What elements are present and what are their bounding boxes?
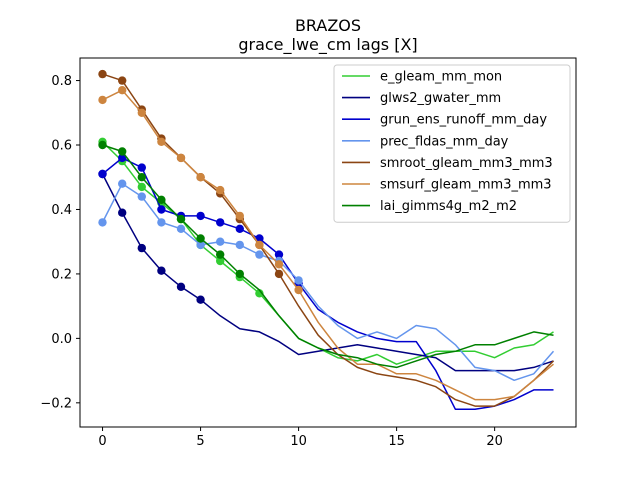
y-tick-label: 0.4 (51, 203, 72, 218)
data-point (274, 269, 284, 279)
data-point (137, 163, 146, 172)
data-point (274, 260, 284, 269)
legend-item: prec_fldas_mm_day (342, 134, 509, 149)
data-point (176, 282, 186, 291)
x-tick-label: 5 (196, 434, 204, 449)
data-point (98, 95, 107, 105)
legend-label: smsurf_gleam_mm3_mm3 (380, 178, 552, 193)
series-lai_gimms4g_m2_m2 (98, 140, 554, 369)
data-point (235, 211, 244, 221)
legend-item: smsurf_gleam_mm3_mm3 (342, 178, 552, 193)
data-point (137, 182, 146, 192)
chart-subtitle: grace_lwe_cm lags [X] (238, 35, 417, 55)
data-point (157, 195, 166, 204)
data-point (255, 250, 264, 259)
legend-label: smroot_gleam_mm3_mm3 (380, 156, 553, 171)
data-point (196, 295, 205, 304)
y-tick-label: 0.0 (51, 332, 72, 347)
legend-item: lai_gimms4g_m2_m2 (342, 199, 517, 214)
data-point (255, 240, 264, 250)
data-point (137, 173, 146, 182)
legend-item: e_gleam_mm_mon (342, 70, 502, 85)
data-point (98, 140, 107, 150)
data-point (157, 137, 166, 146)
legend-label: prec_fldas_mm_day (380, 134, 509, 149)
data-point (216, 256, 225, 266)
data-point (98, 169, 107, 179)
series-layer (98, 69, 555, 411)
series-line (101, 173, 554, 372)
data-point (235, 224, 244, 233)
legend-item: glws2_gwater_mm (342, 91, 501, 106)
y-tick-label: 0.2 (51, 267, 72, 282)
data-point (157, 266, 166, 275)
data-point (118, 153, 127, 163)
data-point (196, 211, 205, 221)
x-axis: 0 5 10 15 20 (98, 427, 503, 449)
data-point (118, 208, 127, 217)
y-tick-label: 0.8 (51, 74, 72, 89)
legend-label: glws2_gwater_mm (380, 91, 501, 106)
data-point (196, 240, 205, 250)
data-point (137, 192, 146, 201)
data-point (137, 243, 146, 253)
data-point (176, 153, 186, 163)
data-point (118, 147, 127, 156)
data-point (216, 218, 225, 227)
data-point (118, 76, 127, 85)
data-point (235, 240, 244, 250)
data-point (274, 250, 284, 259)
legend-label: lai_gimms4g_m2_m2 (380, 199, 517, 214)
data-point (255, 289, 264, 298)
data-point (118, 179, 127, 188)
legend-box (333, 64, 571, 223)
data-point (118, 86, 127, 95)
data-point (157, 218, 166, 227)
plot-area-frame (79, 57, 577, 428)
series-smsurf_gleam_mm3_mm3 (98, 86, 554, 401)
data-point (157, 205, 166, 214)
series-line (102, 144, 554, 369)
data-point (294, 276, 303, 285)
x-tick-label: 10 (290, 434, 307, 449)
y-tick-label: 0.6 (51, 139, 72, 154)
legend: e_gleam_mm_mon glws2_gwater_mm grun_ens_ru… (333, 64, 571, 223)
data-point (137, 108, 146, 118)
legend-item: grun_ens_runoff_mm_day (342, 113, 547, 128)
y-tick-label: −0.2 (40, 396, 72, 411)
legend-label: grun_ens_runoff_mm_day (380, 113, 547, 128)
series-line (102, 89, 554, 401)
data-point (216, 237, 225, 246)
x-tick-label: 20 (486, 434, 503, 449)
data-point (216, 185, 225, 195)
data-point (196, 173, 205, 182)
data-point (176, 224, 186, 233)
x-tick-label: 0 (98, 434, 106, 449)
x-tick-label: 15 (388, 434, 405, 449)
data-point (294, 285, 303, 295)
data-point (235, 269, 244, 279)
y-axis: −0.2 0.0 0.2 0.4 0.6 0.8 (40, 74, 80, 411)
data-point (196, 234, 205, 243)
data-point (98, 69, 107, 79)
chart-title: BRAZOS (295, 16, 361, 35)
legend-item: smroot_gleam_mm3_mm3 (342, 156, 553, 171)
data-point (216, 250, 225, 259)
data-point (98, 218, 107, 227)
data-point (176, 214, 186, 224)
legend-label: e_gleam_mm_mon (380, 70, 502, 85)
